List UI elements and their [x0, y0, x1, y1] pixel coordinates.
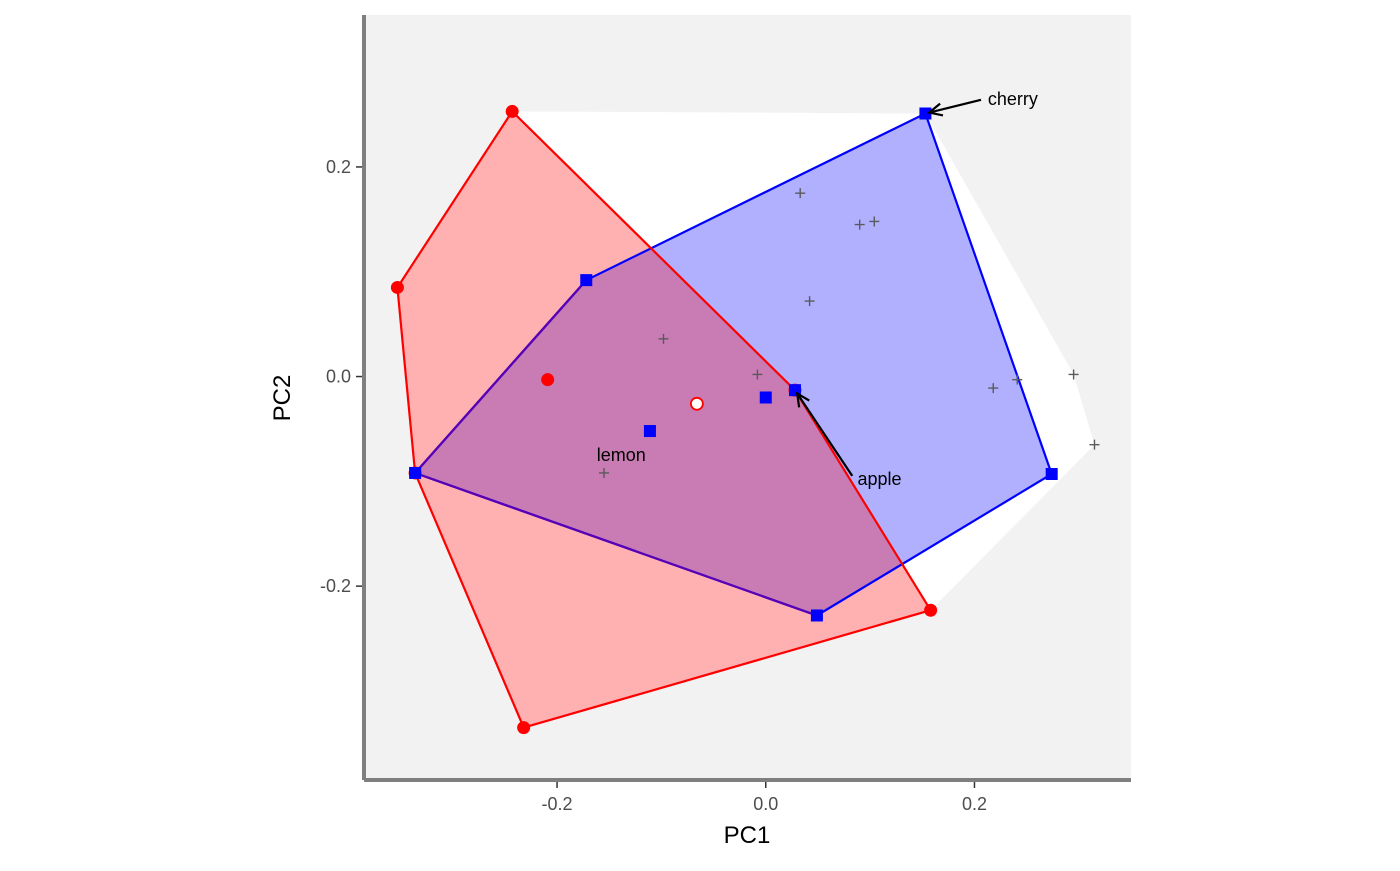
cross-point: [1068, 369, 1079, 380]
annotation-label-lemon: lemon: [597, 445, 646, 465]
annotation-label-apple: apple: [857, 469, 901, 489]
red-group-point: [505, 104, 519, 118]
y-tick-label: 0.0: [326, 367, 351, 387]
hull-layer: [396, 109, 1095, 729]
blue-group-point: [409, 466, 422, 479]
cross-point: [869, 216, 880, 227]
y-tick-label: -0.2: [320, 576, 351, 596]
x-tick-label: 0.0: [753, 794, 778, 814]
blue-group-point: [810, 609, 823, 622]
centroid-point: [689, 396, 704, 411]
blue-group-point: [919, 107, 932, 120]
annotation-label-cherry: cherry: [988, 89, 1038, 109]
ticks-layer: -0.2 0.0 0.2 0.2 0.0 -0.2: [320, 157, 987, 814]
x-tick-label: -0.2: [542, 794, 573, 814]
red-group-point: [517, 721, 531, 735]
red-group-point: [390, 280, 404, 294]
cross-point: [988, 383, 999, 394]
cross-point: [1089, 439, 1100, 450]
x-tick-label: 0.2: [962, 794, 987, 814]
cross-point: [599, 467, 610, 478]
annotation-arrow: [796, 392, 854, 477]
red-group-point: [924, 603, 938, 617]
cross-point: [658, 333, 669, 344]
cross-point: [752, 369, 763, 380]
cross-point: [1012, 374, 1023, 385]
blue-group-point: [643, 425, 656, 438]
cross-point: [854, 219, 865, 230]
annotation-arrowhead: [926, 102, 944, 117]
blue-group-point: [580, 274, 593, 287]
annotation-layer: cherry apple lemon: [597, 89, 1038, 489]
cross-point: [804, 296, 815, 307]
cross-point: [795, 188, 806, 199]
shared-hull-edge: [414, 279, 588, 474]
y-tick-label: 0.2: [326, 157, 351, 177]
group-points-layer: [390, 104, 1058, 735]
annotation-arrow: [929, 98, 982, 114]
annotation-arrowhead: [795, 391, 810, 408]
axes-layer: [362, 15, 1131, 782]
blue-group-point: [1045, 468, 1058, 480]
blue-group-point: [759, 391, 772, 404]
y-axis-title: PC2: [269, 375, 296, 422]
red-group-point: [541, 373, 555, 387]
shared-hull-edge: [414, 471, 818, 617]
cross-points-layer: [599, 188, 1100, 478]
x-axis-title: PC1: [724, 822, 771, 849]
